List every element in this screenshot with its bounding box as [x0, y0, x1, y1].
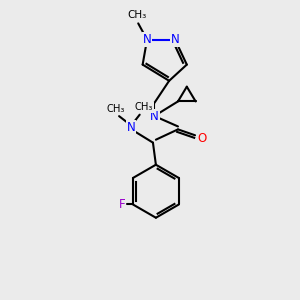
Text: O: O: [197, 132, 206, 145]
Text: CH₃: CH₃: [107, 104, 125, 114]
Text: CH₃: CH₃: [127, 10, 146, 20]
Text: N: N: [127, 121, 135, 134]
Text: N: N: [143, 33, 152, 46]
Text: CH₃: CH₃: [135, 102, 153, 112]
Text: N: N: [150, 110, 159, 123]
Text: F: F: [119, 198, 125, 211]
Text: N: N: [171, 33, 179, 46]
